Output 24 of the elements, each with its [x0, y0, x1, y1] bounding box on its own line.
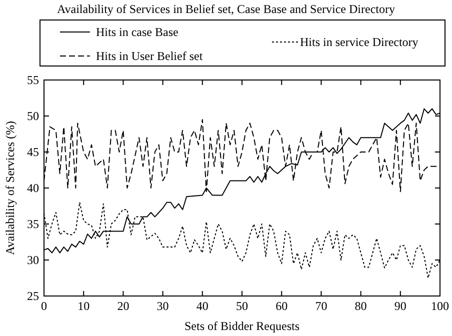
- y-tick-label: 50: [27, 109, 39, 123]
- x-tick-label: 40: [196, 299, 208, 313]
- y-tick-label: 35: [27, 217, 39, 231]
- y-axis-title: Availability of Services (%): [3, 120, 17, 256]
- x-tick-label: 100: [431, 299, 449, 313]
- y-tick-label: 55: [27, 73, 39, 87]
- x-tick-label: 30: [156, 299, 169, 313]
- x-tick-label: 70: [315, 299, 328, 313]
- y-tick-label: 30: [27, 253, 39, 267]
- chart-title: Availability of Services in Belief set, Case Base and Service Directory: [56, 2, 396, 16]
- legend-label: Hits in case Base: [96, 25, 178, 39]
- x-tick-label: 50: [236, 299, 248, 313]
- x-tick-label: 20: [117, 299, 130, 313]
- y-tick-label: 25: [27, 289, 39, 303]
- x-tick-label: 80: [354, 299, 367, 313]
- legend-label: Hits in service Directory: [300, 35, 418, 49]
- x-tick-label: 10: [78, 299, 90, 313]
- legend-label: Hits in User Belief set: [96, 49, 204, 63]
- x-axis-title: Sets of Bidder Requests: [184, 319, 300, 333]
- y-tick-label: 45: [27, 145, 39, 159]
- x-tick-label: 0: [41, 299, 47, 313]
- x-tick-label: 60: [276, 299, 288, 313]
- y-tick-label: 40: [27, 181, 39, 195]
- x-tick-label: 90: [394, 299, 406, 313]
